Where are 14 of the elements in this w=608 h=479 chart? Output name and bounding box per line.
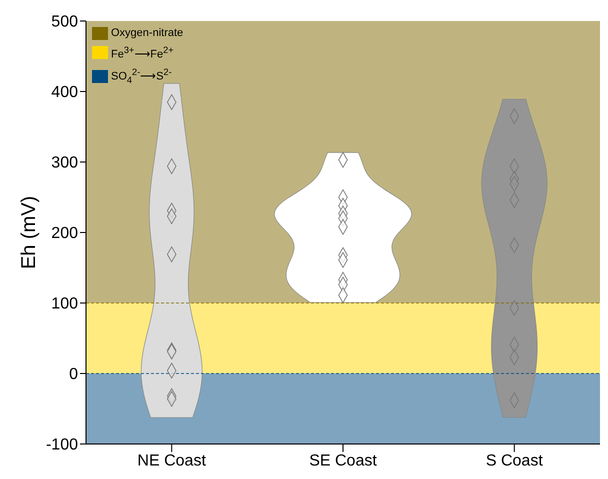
y-tick-label: 200: [51, 225, 78, 242]
y-tick-label: 300: [51, 154, 78, 172]
y-axis-title: Eh (mV): [18, 196, 40, 270]
legend-label: SO$_{4}$$^{2-}$⟶S$^{2-}$: [111, 66, 172, 86]
x-tick-label: S Coast: [486, 452, 544, 470]
x-tick-label: SE Coast: [309, 452, 378, 470]
legend-label: Fe$^{3+}$⟶Fe$^{2+}$: [111, 44, 174, 63]
y-tick-label: 100: [51, 296, 78, 313]
y-tick-label: 0: [69, 366, 78, 384]
y-tick-label: 400: [51, 84, 78, 102]
y-tick-label: 500: [51, 14, 78, 31]
y-tick-label: -100: [46, 436, 78, 454]
x-tick-label: NE Coast: [137, 452, 206, 470]
band-label: Oxygen-nitrate: [111, 26, 184, 41]
